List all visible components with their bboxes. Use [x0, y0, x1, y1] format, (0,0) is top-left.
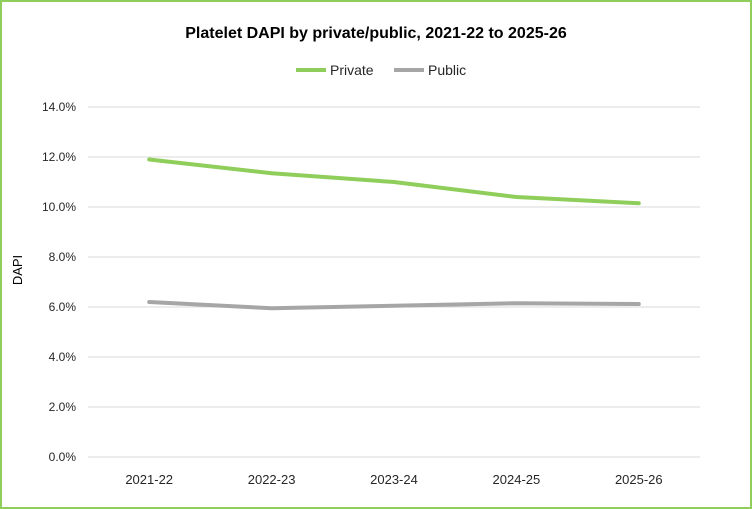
y-tick-label: 0.0% — [49, 450, 77, 464]
y-tick-label: 8.0% — [49, 250, 77, 264]
y-axis-label: DAPI — [10, 255, 25, 285]
series-line-private — [147, 157, 641, 206]
legend-label-public: Public — [428, 62, 466, 78]
y-tick-label: 2.0% — [49, 400, 77, 414]
y-tick-label: 14.0% — [42, 100, 76, 114]
series-line-public — [147, 300, 641, 311]
series-lines — [147, 157, 641, 311]
y-tick-label: 12.0% — [42, 150, 76, 164]
y-tick-label: 10.0% — [42, 200, 76, 214]
chart-title: Platelet DAPI by private/public, 2021-22… — [185, 25, 567, 42]
legend: Private Public — [296, 62, 466, 78]
y-tick-label: 6.0% — [49, 300, 77, 314]
x-tick-label: 2022-23 — [248, 472, 296, 487]
x-tick-labels: 2021-22 2022-23 2023-24 2024-25 2025-26 — [125, 472, 662, 487]
y-tick-labels: 0.0% 2.0% 4.0% 6.0% 8.0% 10.0% 12.0% 14.0% — [42, 100, 76, 464]
x-tick-label: 2024-25 — [493, 472, 541, 487]
x-tick-label: 2025-26 — [615, 472, 663, 487]
x-tick-label: 2021-22 — [125, 472, 173, 487]
gridlines — [88, 106, 700, 458]
x-tick-label: 2023-24 — [370, 472, 418, 487]
legend-label-private: Private — [330, 62, 374, 78]
y-tick-label: 4.0% — [49, 350, 77, 364]
